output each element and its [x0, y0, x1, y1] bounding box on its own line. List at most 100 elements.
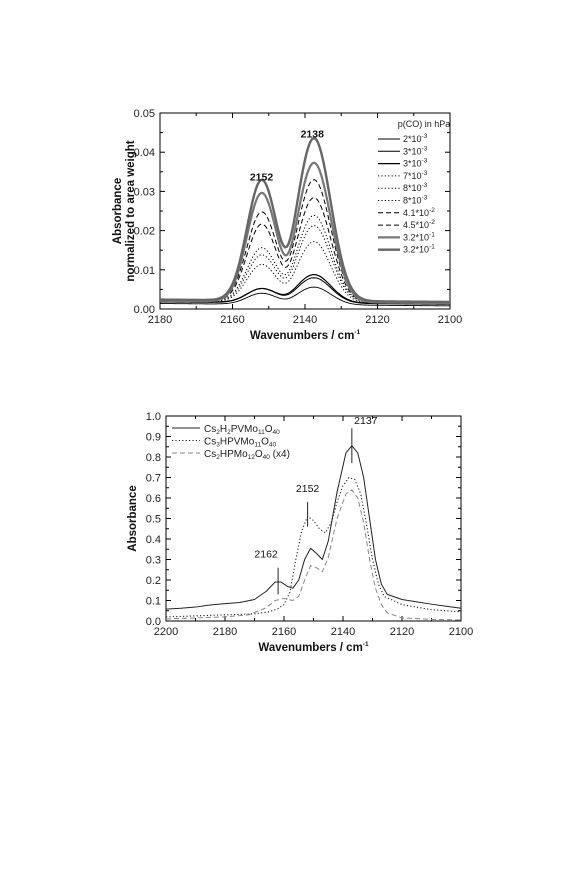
legend-entry-part: Cs [204, 449, 216, 460]
legend-entry-part: HPMo [220, 449, 248, 460]
legend-entry-base: 3*10 [403, 146, 422, 156]
x-axis-label: Wavenumbers / cm-1 [250, 329, 361, 342]
legend: p(CO) in hPa2*10-33*10-33*10-37*10-38*10… [378, 119, 450, 255]
y-tick-label: 0.03 [134, 186, 155, 198]
legend-entry-base: 4.5*10 [403, 220, 429, 230]
x-tick-label: 2120 [365, 314, 389, 326]
y-tick-label: 0.00 [134, 304, 155, 316]
legend-entry-base: 3*10 [403, 159, 422, 169]
peak-label: 2152 [250, 172, 274, 184]
legend-entry-part: 40 [263, 454, 271, 461]
y-axis-label-2: normalized to area weight [125, 140, 137, 281]
x-tick-label: 2200 [154, 626, 178, 638]
x-axis-label-sup: -1 [354, 329, 360, 336]
chart-2: 2200 2180 2160 2140 2120 2100 0.0 0.1 0.2 0.3 0.4 0… [127, 411, 473, 654]
x-tick-label: 2180 [148, 314, 172, 326]
y-tick-label: 0.05 [134, 108, 155, 120]
x-axis-label-text: Wavenumbers / cm [250, 330, 354, 342]
x-tick-label: 2120 [390, 626, 414, 638]
x-axis-label-sup: -1 [363, 641, 369, 648]
legend-entry-exp: -1 [429, 231, 435, 238]
legend-entry: 4.1*10-2 [403, 207, 435, 218]
series-line-10 [159, 136, 451, 304]
y-tick-label: 1.0 [146, 411, 161, 423]
y-tick-label: 0.02 [134, 226, 155, 238]
legend-entry-part: O [265, 424, 273, 435]
legend-entry-base: 4.1*10 [403, 208, 429, 218]
legend-entry-part: 2 [227, 429, 231, 436]
series-line-1 [159, 286, 451, 307]
series-line-3 [165, 489, 462, 621]
legend-entry-part: O [261, 437, 269, 448]
legend-entry-exp: -3 [422, 158, 428, 165]
legend-entry-exp: -3 [422, 182, 428, 189]
legend-entry: 4.5*10-2 [403, 219, 435, 230]
y-tick-label: 0.3 [146, 555, 161, 567]
legend-entry: Cs2H2PVMo11O40 [204, 424, 280, 436]
series-line-1 [165, 445, 462, 610]
legend-entry-part: 40 [272, 429, 280, 436]
legend-entry-part: 3 [216, 442, 220, 449]
legend-entry-exp: -3 [422, 133, 428, 140]
legend-entry: 3*10-3 [403, 158, 428, 169]
legend-entry-exp: -3 [422, 145, 428, 152]
legend-entry-base: 2*10 [403, 134, 422, 144]
legend-entry-part: 11 [254, 442, 261, 449]
x-tick-label: 2100 [449, 626, 473, 638]
peak-label: 2137 [354, 415, 378, 427]
legend-entry: Cs2HPMo12O40 (x4) [204, 449, 290, 461]
y-tick-label: 0.4 [146, 534, 161, 546]
y-axis-label: Absorbance [127, 485, 139, 551]
legend-entry-base: 3.2*10 [403, 232, 429, 242]
y-tick-label: 0.7 [146, 473, 161, 485]
series-line-2 [165, 476, 462, 618]
legend-entry-part: PVMo [231, 424, 259, 435]
legend-entry: 3.2*10-1 [403, 244, 435, 255]
legend-entry-part: 2 [216, 429, 220, 436]
legend-entry: 2*10-3 [403, 133, 428, 144]
legend-entry: 8*10-3 [403, 182, 428, 193]
legend-entry-part: O [255, 449, 263, 460]
y-tick-label: 0.04 [134, 147, 155, 159]
x-tick-label: 2140 [293, 314, 317, 326]
y-axis-label: Absorbance [112, 178, 124, 244]
peak-label: 2162 [254, 548, 278, 560]
peak-label: 2152 [296, 483, 320, 495]
legend-entry-part: 2 [216, 454, 220, 461]
y-tick-label: 0.0 [146, 616, 161, 628]
y-tick-label: 0.9 [146, 432, 161, 444]
x-tick-label: 2180 [213, 626, 237, 638]
legend-entry-base: 8*10 [403, 183, 422, 193]
y-tick-label: 0.2 [146, 575, 161, 587]
legend-entry: 8*10-3 [403, 195, 428, 206]
legend-entry-base: 8*10 [403, 196, 422, 206]
peak-label: 2138 [301, 128, 325, 140]
legend-entry: 3*10-3 [403, 145, 428, 156]
x-axis-label: Wavenumbers / cm-1 [258, 641, 369, 654]
x-tick-label: 2140 [331, 626, 355, 638]
legend-entry-part: HPVMo [220, 437, 255, 448]
legend-entry-exp: -2 [429, 207, 435, 214]
legend-entry-base: 7*10 [403, 171, 422, 181]
legend-entry: 3.2*10-1 [403, 231, 435, 242]
y-tick-label: 0.6 [146, 493, 161, 505]
legend-entry-exp: -3 [422, 170, 428, 177]
legend-entry-part: 11 [258, 429, 265, 436]
legend: Cs2H2PVMo11O40Cs3HPVMo11O40Cs2HPMo12O40 … [172, 424, 290, 461]
y-tick-label: 0.8 [146, 452, 161, 464]
x-tick-label: 2160 [220, 314, 244, 326]
legend-entry: Cs3HPVMo11O40 [204, 437, 276, 449]
legend-entry-exp: -3 [422, 195, 428, 202]
legend-entry-exp: -2 [429, 219, 435, 226]
legend-title: p(CO) in hPa [398, 119, 451, 129]
legend-entry-part: 40 [269, 442, 277, 449]
legend-entry-part: 12 [248, 454, 256, 461]
y-tick-label: 0.5 [146, 514, 161, 526]
legend-entry-exp: -1 [429, 244, 435, 251]
chart-1: 2180 2160 2140 2120 2100 0.00 0.01 0.02 0.03 0.04… [112, 108, 462, 342]
x-axis-label-text: Wavenumbers / cm [258, 642, 362, 654]
legend-entry: 7*10-3 [403, 170, 428, 181]
y-tick-label: 0.01 [134, 265, 155, 277]
x-tick-label: 2160 [272, 626, 296, 638]
